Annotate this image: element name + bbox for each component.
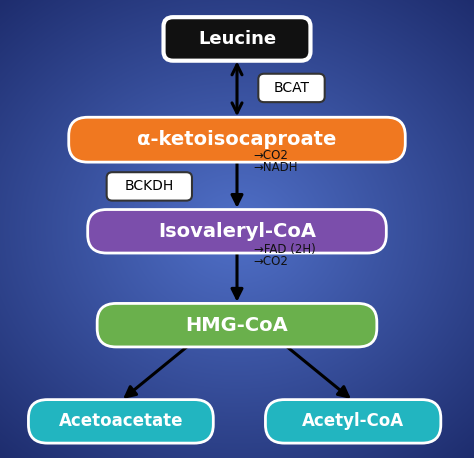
FancyBboxPatch shape [28, 399, 213, 443]
Text: Isovaleryl-CoA: Isovaleryl-CoA [158, 222, 316, 241]
FancyBboxPatch shape [258, 74, 325, 102]
Text: →FAD (2H): →FAD (2H) [254, 243, 315, 256]
Text: →NADH: →NADH [254, 161, 298, 174]
FancyBboxPatch shape [69, 117, 405, 162]
FancyBboxPatch shape [88, 210, 386, 253]
Text: HMG-CoA: HMG-CoA [186, 316, 288, 335]
FancyBboxPatch shape [164, 17, 310, 61]
Text: Acetoacetate: Acetoacetate [59, 412, 183, 431]
Text: BCKDH: BCKDH [125, 180, 174, 193]
Text: BCAT: BCAT [273, 81, 310, 95]
Text: α-ketoisocaproate: α-ketoisocaproate [137, 130, 337, 149]
Text: →CO2: →CO2 [254, 149, 289, 162]
FancyBboxPatch shape [265, 399, 441, 443]
Text: →CO2: →CO2 [254, 255, 289, 267]
FancyBboxPatch shape [107, 172, 192, 201]
Text: Leucine: Leucine [198, 30, 276, 48]
Text: Acetyl-CoA: Acetyl-CoA [302, 412, 404, 431]
FancyBboxPatch shape [97, 304, 377, 347]
